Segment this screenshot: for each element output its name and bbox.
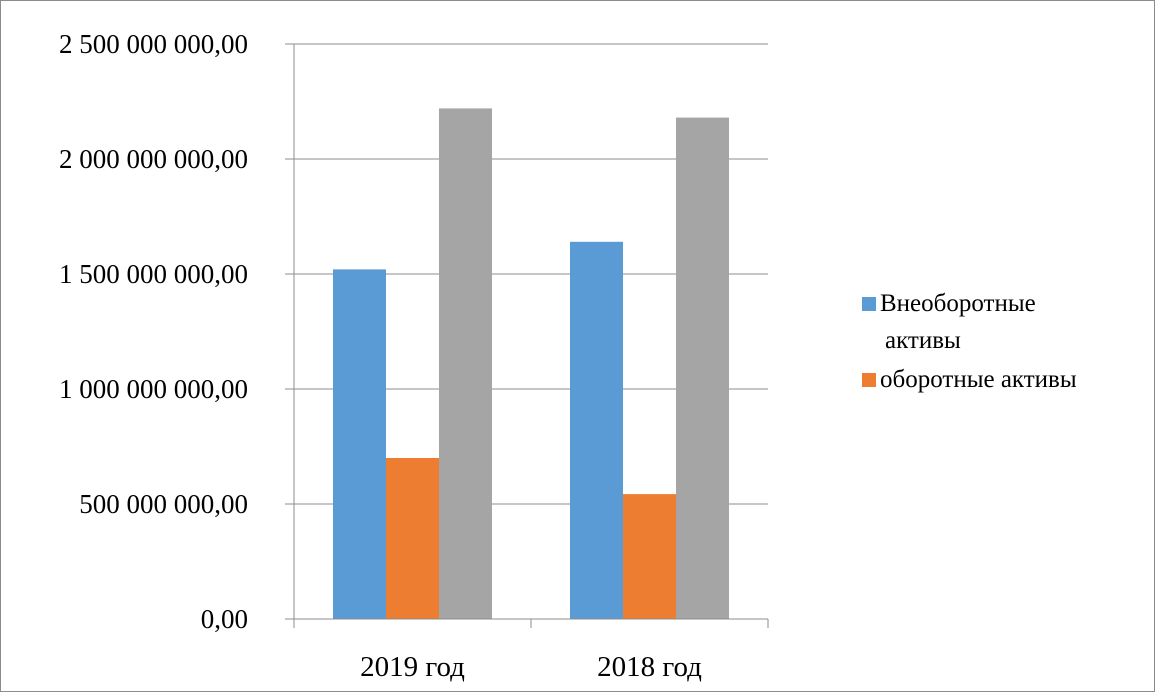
- y-tick-label: 500 000 000,00: [79, 489, 248, 519]
- y-tick-label: 2 500 000 000,00: [59, 29, 248, 59]
- legend-swatch: [862, 373, 876, 387]
- bar: [333, 269, 386, 619]
- y-tick-label: 0,00: [201, 604, 248, 634]
- bars: [333, 108, 729, 620]
- x-category-label: 2018 год: [597, 651, 702, 683]
- axes: [285, 44, 769, 628]
- legend-swatch: [862, 297, 876, 311]
- x-axis-category-labels: 2019 год 2018 год: [360, 651, 702, 683]
- y-axis-tick-labels: 0,00 500 000 000,00 1 000 000 000,00 1 500 …: [59, 29, 248, 634]
- legend-label: оборотные активы: [880, 366, 1077, 393]
- bar: [676, 117, 729, 619]
- y-tick-label: 1 500 000 000,00: [59, 259, 248, 289]
- bar: [570, 241, 623, 620]
- legend: Внеоборотные активы оборотные активы: [862, 290, 1077, 393]
- y-tick-label: 1 000 000 000,00: [59, 374, 248, 404]
- y-tick-label: 2 000 000 000,00: [59, 144, 248, 174]
- bar: [439, 108, 492, 620]
- legend-label: активы: [885, 327, 961, 354]
- bar: [623, 494, 676, 619]
- legend-label: Внеоборотные: [880, 290, 1036, 317]
- x-category-label: 2019 год: [360, 651, 465, 683]
- bar: [386, 458, 439, 619]
